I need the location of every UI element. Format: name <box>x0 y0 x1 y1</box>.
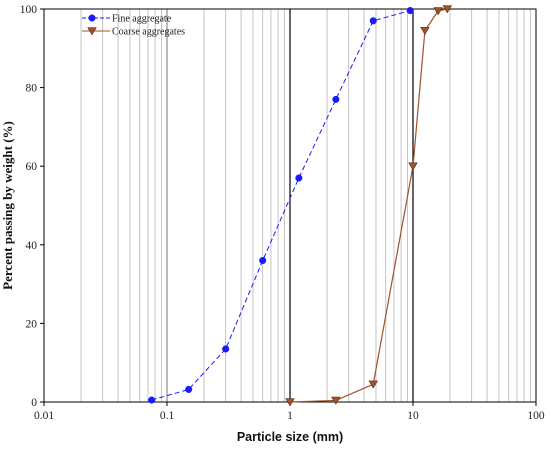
data-point <box>332 95 340 103</box>
axis-ticks: 0.01 0.1 1 10 100 0 20 40 60 80 100 <box>20 4 545 422</box>
data-point <box>148 396 156 404</box>
y-axis-label: Percent passing by weight (%) <box>0 121 15 290</box>
x-tick-label: 0.01 <box>34 410 54 422</box>
series-line <box>151 10 411 401</box>
legend-entry-label: Fine aggregate <box>112 14 172 25</box>
y-tick-label: 40 <box>26 240 38 252</box>
data-point <box>369 17 377 25</box>
data-point <box>285 398 295 407</box>
data-point <box>295 174 303 182</box>
series-1 <box>285 5 453 407</box>
series-0 <box>148 7 414 404</box>
data-point <box>420 26 430 35</box>
series-line <box>289 8 448 403</box>
data-point <box>259 256 267 265</box>
x-tick-label: 0.1 <box>160 410 175 422</box>
y-tick-label: 60 <box>26 161 38 173</box>
data-point <box>433 7 443 16</box>
data-point <box>185 385 193 393</box>
x-axis-label: Particle size (mm) <box>237 430 343 444</box>
legend: Fine aggregate Coarse aggregates <box>82 14 185 38</box>
x-tick-label: 10 <box>407 410 419 422</box>
data-point <box>222 345 230 353</box>
grid-layer <box>80 9 531 402</box>
x-tick-label: 100 <box>527 410 545 422</box>
data-point <box>408 162 418 171</box>
series-layer <box>148 5 453 407</box>
data-point <box>442 5 453 14</box>
legend-marker <box>88 14 96 22</box>
y-tick-label: 100 <box>20 4 38 16</box>
y-tick-label: 80 <box>26 83 38 95</box>
y-tick-label: 0 <box>31 397 37 409</box>
data-point <box>368 380 378 389</box>
data-point <box>331 396 341 405</box>
legend-marker <box>87 27 97 36</box>
data-point <box>406 7 414 15</box>
legend-entry-label: Coarse aggregates <box>112 27 185 38</box>
x-tick-label: 1 <box>287 410 293 422</box>
y-tick-label: 20 <box>26 318 38 330</box>
